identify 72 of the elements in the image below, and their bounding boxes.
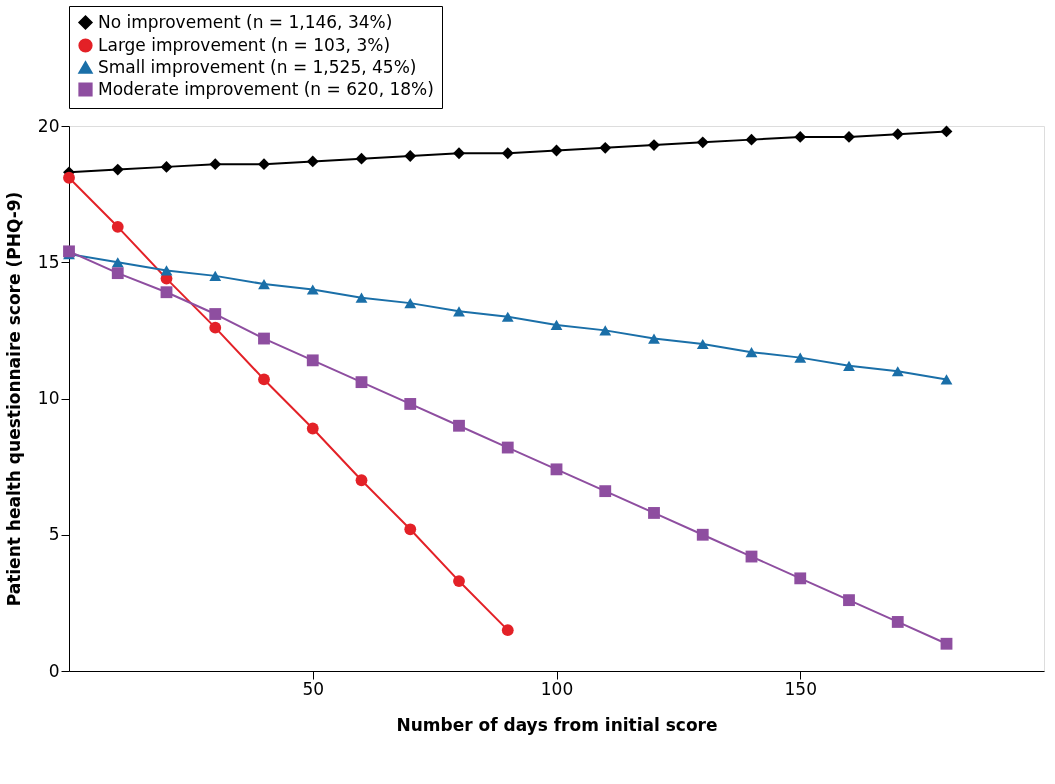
legend-label: No improvement (n = 1,146, 34%) [98,11,393,32]
legend-label: Small improvement (n = 1,525, 45%) [98,56,417,77]
point [891,366,904,377]
point [891,128,904,141]
legend-label: Moderate improvement (n = 620, 18%) [98,78,434,99]
point [209,270,222,281]
y-tick-label: 20 [37,115,60,136]
point [355,474,368,487]
point [404,298,417,309]
point [648,333,660,344]
y-tick-label: 10 [37,388,60,408]
point [63,171,75,184]
point [550,463,563,476]
point [258,373,270,386]
point [599,141,612,154]
point [794,352,807,363]
point [696,136,709,149]
point [355,292,368,303]
point [453,575,465,587]
point [453,147,465,160]
point [306,422,319,435]
point [599,485,612,498]
point [745,133,758,146]
point [453,419,465,432]
point [599,325,612,336]
point [160,265,173,276]
point [306,155,319,168]
point [111,257,124,268]
point [160,160,173,173]
y-tick-label: 0 [48,660,60,681]
point [306,284,319,295]
point [696,528,709,541]
point [404,523,417,536]
point [355,152,368,165]
point [404,150,417,162]
point [501,311,514,322]
point [355,376,368,389]
x-tick-label: 150 [784,678,817,699]
point [550,319,563,331]
point [160,286,173,299]
point [501,624,514,637]
point [306,354,319,367]
point [696,338,709,350]
point [209,158,222,171]
y-tick-label: 15 [37,251,60,272]
x-axis-title: Number of days from initial score [396,714,718,735]
point [843,594,855,607]
point [258,332,270,345]
point [209,321,222,334]
y-tick-label: 5 [48,524,60,545]
point [940,637,953,650]
point [111,267,124,280]
point [745,347,758,358]
point [111,220,124,233]
point [453,306,465,317]
x-tick-label: 50 [302,678,325,699]
x-tick-label: 100 [540,678,574,699]
point [843,130,855,143]
point [940,374,953,385]
point [648,507,660,519]
legend-label: Large improvement (n = 103, 3%) [98,34,391,55]
point [111,163,124,176]
point [404,398,417,410]
point [258,278,270,290]
point [501,441,514,454]
point [891,616,904,628]
point [209,308,222,320]
point [258,158,270,171]
point [501,147,514,160]
point [843,360,855,371]
y-axis-title: Patient health questionnaire score (PHQ-9) [3,191,24,607]
point [794,572,807,585]
